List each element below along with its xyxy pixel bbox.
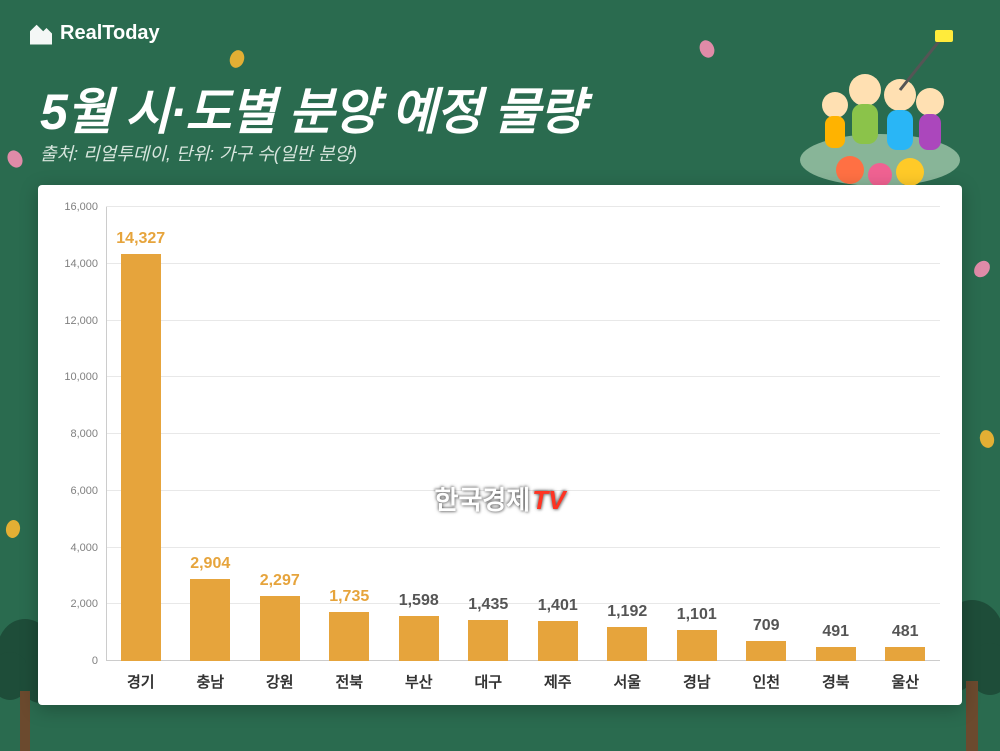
y-tick-label: 14,000 [64, 258, 98, 270]
bar-slot: 481울산 [871, 207, 941, 661]
bar: 491 [816, 647, 856, 661]
bar-value-label: 1,401 [538, 597, 578, 615]
y-tick-label: 8,000 [70, 428, 98, 440]
chart-card: 0 2,000 4,000 6,000 8,000 10,000 12,000 14,000 1… [38, 185, 962, 705]
brand-logo-icon [30, 23, 52, 45]
bar: 1,735 [329, 612, 369, 661]
bar: 1,435 [468, 620, 508, 661]
bar-slot: 1,735전북 [315, 207, 385, 661]
y-tick-label: 4,000 [70, 542, 98, 554]
bar-slot: 2,904충남 [176, 207, 246, 661]
bar-value-label: 709 [753, 617, 780, 635]
bar-value-label: 1,435 [468, 596, 508, 614]
bar: 1,192 [607, 627, 647, 661]
y-tick-label: 12,000 [64, 315, 98, 327]
bar: 1,101 [677, 630, 717, 661]
bar: 2,904 [190, 579, 230, 661]
bar-value-label: 481 [892, 623, 919, 641]
brand-logo: RealToday [30, 22, 160, 45]
bar-slot: 1,192서울 [593, 207, 663, 661]
brand-name: RealToday [60, 22, 160, 45]
x-tick-label: 경북 [801, 671, 871, 692]
bar-slot: 14,327경기 [106, 207, 176, 661]
y-tick-label: 0 [92, 655, 98, 667]
bar-slot: 491경북 [801, 207, 871, 661]
chart-plot-area: 02,0004,0006,0008,00010,00012,00014,0001… [106, 207, 940, 661]
x-tick-label: 경남 [662, 671, 732, 692]
bar-value-label: 1,192 [607, 603, 647, 621]
x-tick-label: 서울 [593, 671, 663, 692]
bar-value-label: 1,735 [329, 588, 369, 606]
y-tick-label: 2,000 [70, 598, 98, 610]
bar-value-label: 2,904 [190, 555, 230, 573]
bar: 481 [885, 647, 925, 661]
bar: 2,297 [260, 596, 300, 661]
chart-title: 5월 시·도별 분양 예정 물량 [40, 72, 584, 144]
bar-value-label: 14,327 [116, 230, 165, 248]
bar-value-label: 1,101 [677, 606, 717, 624]
bar: 1,598 [399, 616, 439, 661]
bar-value-label: 1,598 [399, 592, 439, 610]
bar: 14,327 [121, 254, 161, 661]
chart-subtitle: 출처: 리얼투데이, 단위: 가구 수(일반 분양) [40, 140, 357, 166]
y-tick-label: 6,000 [70, 485, 98, 497]
x-tick-label: 인천 [732, 671, 802, 692]
bar-slot: 1,435대구 [454, 207, 524, 661]
x-tick-label: 부산 [384, 671, 454, 692]
x-tick-label: 충남 [176, 671, 246, 692]
bar: 709 [746, 641, 786, 661]
x-tick-label: 전북 [315, 671, 385, 692]
chart-bars: 14,327경기2,904충남2,297강원1,735전북1,598부산1,43… [106, 207, 940, 661]
bar-value-label: 491 [822, 623, 849, 641]
x-tick-label: 강원 [245, 671, 315, 692]
bar: 1,401 [538, 621, 578, 661]
x-tick-label: 대구 [454, 671, 524, 692]
bar-value-label: 2,297 [260, 572, 300, 590]
bar-slot: 709인천 [732, 207, 802, 661]
y-tick-label: 16,000 [64, 201, 98, 213]
bar-slot: 2,297강원 [245, 207, 315, 661]
bar-slot: 1,598부산 [384, 207, 454, 661]
bar-slot: 1,401제주 [523, 207, 593, 661]
bar-slot: 1,101경남 [662, 207, 732, 661]
x-tick-label: 울산 [871, 671, 941, 692]
x-tick-label: 경기 [106, 671, 176, 692]
y-tick-label: 10,000 [64, 371, 98, 383]
x-tick-label: 제주 [523, 671, 593, 692]
